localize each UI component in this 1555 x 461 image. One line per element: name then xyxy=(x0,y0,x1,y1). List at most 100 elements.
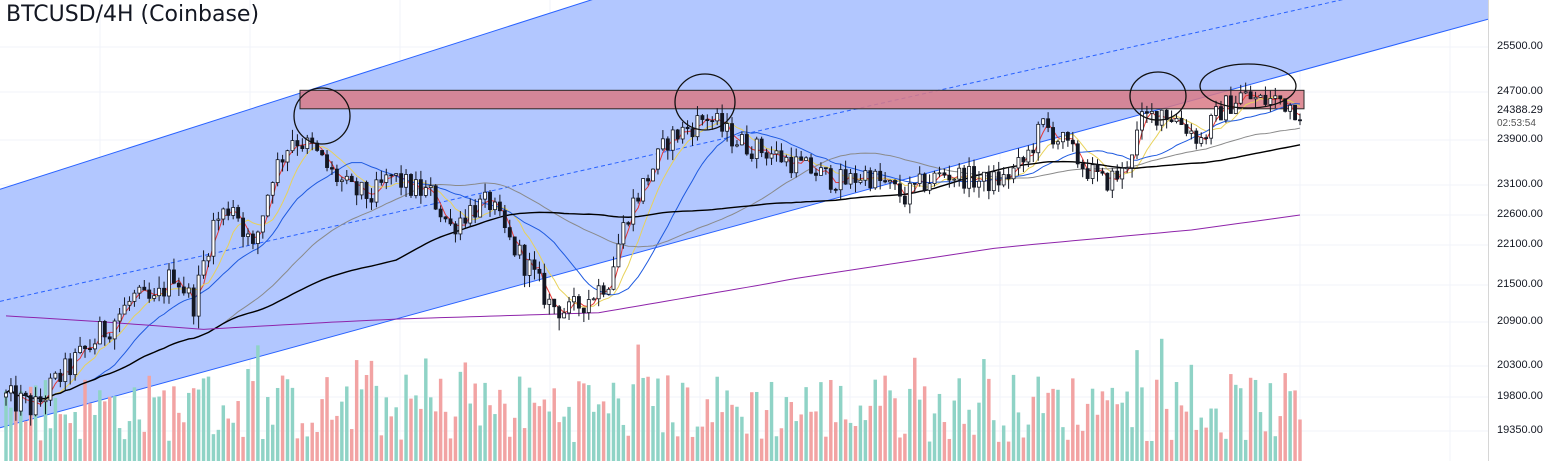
candle-body xyxy=(517,244,522,256)
candle-body xyxy=(1258,94,1263,98)
volume-bar xyxy=(838,385,843,461)
volume-bar xyxy=(270,424,275,461)
candle-body xyxy=(270,182,275,196)
candle-body xyxy=(606,288,611,295)
volume-bar xyxy=(508,436,512,461)
volume-bar xyxy=(784,397,789,461)
price-tick-label: 21500.00 xyxy=(1497,278,1543,290)
volume-bar xyxy=(725,390,729,461)
volume-bar xyxy=(913,357,917,461)
candle-body xyxy=(962,167,967,189)
candle-body xyxy=(1233,102,1238,114)
volume-bar xyxy=(429,397,433,461)
volume-bar xyxy=(601,401,606,461)
candle-body xyxy=(325,154,329,168)
volume-bar xyxy=(592,411,596,461)
volume-bar xyxy=(241,436,245,461)
candle-body xyxy=(1061,132,1065,143)
candle-body xyxy=(423,187,428,196)
candle-body xyxy=(576,296,581,309)
price-axis[interactable]: 25500.00 24700.00 23900.00 23100.00 22600.00… xyxy=(1488,0,1555,461)
candle-body xyxy=(226,208,231,216)
volume-bar xyxy=(888,390,892,461)
volume-bar xyxy=(419,408,423,461)
volume-bar xyxy=(542,399,547,461)
candle-body xyxy=(537,268,542,274)
highlight-ellipse xyxy=(293,87,351,145)
volume-bar xyxy=(246,368,250,461)
candle-body xyxy=(809,157,813,174)
volume-bar xyxy=(903,433,907,461)
volume-bar xyxy=(1140,387,1144,461)
candle-body xyxy=(739,134,744,146)
candle-body xyxy=(1214,106,1218,116)
candle-body xyxy=(907,182,912,205)
volume-bar xyxy=(987,378,991,461)
candle-body xyxy=(828,168,833,190)
candle-body xyxy=(320,150,325,156)
volume-bar xyxy=(107,396,112,461)
volume-bar xyxy=(172,386,176,461)
candle-body xyxy=(43,399,48,403)
volume-bar xyxy=(1031,396,1036,461)
volume-bar xyxy=(1026,424,1031,461)
candle-body xyxy=(878,170,883,182)
candle-body xyxy=(898,183,902,197)
volume-bar xyxy=(157,396,161,461)
candle-body xyxy=(700,115,705,120)
volume-bar xyxy=(4,391,8,461)
candle-body xyxy=(414,179,418,196)
volume-bar xyxy=(646,376,650,461)
volume-bar xyxy=(1061,427,1065,461)
candle-body xyxy=(725,123,730,132)
candle-body xyxy=(68,358,73,376)
volume-bar xyxy=(493,414,497,461)
candle-body xyxy=(290,140,295,152)
volume-bar xyxy=(636,344,640,461)
price-chart[interactable] xyxy=(0,0,1488,461)
candle-body xyxy=(1248,91,1253,100)
candle-body xyxy=(107,336,112,340)
volume-bar xyxy=(1066,439,1070,461)
candle-body xyxy=(88,348,92,351)
price-tick-label: 23900.00 xyxy=(1497,133,1543,145)
candle-body xyxy=(497,201,502,212)
candle-body xyxy=(957,167,962,180)
candle-body xyxy=(1189,130,1194,134)
candle-body xyxy=(863,170,868,181)
volume-bar xyxy=(468,403,472,461)
volume-bar xyxy=(221,405,226,461)
volume-bar xyxy=(142,431,147,461)
volume-bar xyxy=(359,389,364,461)
candle-body xyxy=(848,173,853,185)
volume-bar xyxy=(1080,430,1085,461)
candle-body xyxy=(295,140,300,147)
volume-bar xyxy=(1258,412,1263,461)
volume-bar xyxy=(878,405,882,461)
candle-body xyxy=(23,392,28,397)
candle-body xyxy=(532,259,537,270)
volume-bar xyxy=(503,403,507,461)
candle-body xyxy=(265,194,270,217)
candle-body xyxy=(73,352,78,376)
volume-bar xyxy=(1011,374,1016,461)
volume-bar xyxy=(1125,391,1129,461)
volume-bar xyxy=(517,376,522,461)
volume-bar xyxy=(908,388,912,461)
candle-body xyxy=(818,167,823,176)
volume-bar xyxy=(616,398,621,461)
volume-bar xyxy=(58,414,63,461)
volume-bar xyxy=(680,382,685,461)
candle-body xyxy=(651,168,655,182)
volume-bar xyxy=(1041,413,1045,461)
candle-body xyxy=(280,159,285,163)
candle-body xyxy=(690,128,695,138)
highlight-ellipse xyxy=(1199,63,1297,109)
volume-bar xyxy=(532,402,537,461)
candle-body xyxy=(379,179,384,183)
candle-body xyxy=(715,113,720,122)
volume-bar xyxy=(1204,427,1208,461)
candle-body xyxy=(438,208,443,218)
candle-body xyxy=(196,274,201,317)
volume-bar xyxy=(1288,391,1292,461)
